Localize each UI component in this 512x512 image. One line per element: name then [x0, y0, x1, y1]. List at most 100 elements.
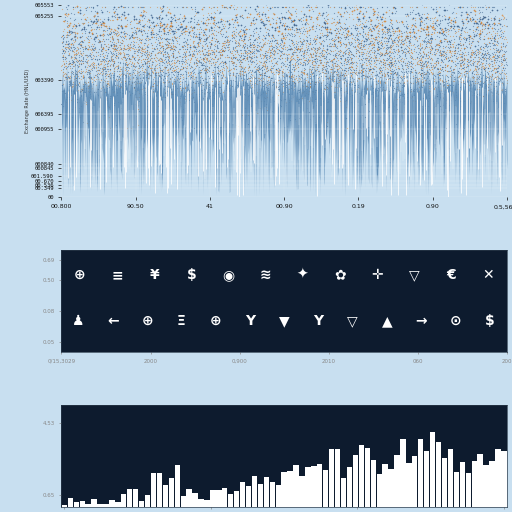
Point	[300, 70, 308, 78]
Point	[443, 84, 451, 92]
Point	[356, 17, 365, 25]
Point	[147, 24, 155, 32]
Point	[132, 38, 140, 46]
Point	[484, 15, 492, 23]
Point	[114, 3, 122, 11]
Point	[210, 60, 218, 69]
Point	[342, 82, 350, 91]
Point	[449, 8, 457, 16]
Point	[490, 53, 498, 61]
Point	[346, 63, 354, 72]
Point	[219, 72, 227, 80]
Point	[297, 55, 306, 63]
Point	[291, 82, 300, 90]
Point	[470, 53, 478, 61]
Point	[494, 52, 502, 60]
Point	[359, 58, 368, 66]
Point	[467, 34, 476, 42]
Point	[217, 46, 225, 54]
Point	[502, 35, 510, 44]
Point	[356, 59, 364, 68]
Point	[358, 10, 367, 18]
Point	[481, 67, 489, 75]
Point	[164, 28, 172, 36]
Point	[424, 35, 432, 43]
Point	[292, 24, 301, 32]
Point	[125, 76, 134, 84]
Point	[116, 58, 124, 66]
Point	[77, 68, 86, 76]
Point	[307, 45, 315, 53]
Point	[293, 76, 301, 84]
Point	[280, 22, 288, 30]
Point	[402, 61, 410, 70]
Point	[436, 75, 444, 83]
Point	[113, 65, 121, 73]
Point	[288, 17, 296, 25]
Point	[186, 55, 195, 63]
Point	[79, 49, 87, 57]
Bar	[394, 455, 400, 507]
Point	[292, 63, 300, 72]
Point	[184, 124, 193, 132]
Point	[101, 67, 109, 75]
Point	[355, 52, 364, 60]
Point	[125, 70, 133, 78]
Point	[75, 58, 83, 67]
Point	[127, 30, 136, 38]
Point	[234, 69, 243, 77]
Point	[255, 91, 264, 99]
Point	[311, 88, 319, 96]
Point	[320, 52, 328, 60]
Point	[369, 11, 377, 19]
Point	[109, 57, 117, 65]
Point	[198, 46, 206, 54]
Point	[130, 47, 138, 55]
Point	[156, 21, 164, 29]
Point	[259, 51, 267, 59]
Point	[76, 56, 84, 64]
Point	[304, 42, 312, 50]
Point	[141, 44, 149, 52]
Point	[261, 68, 269, 76]
Bar	[270, 482, 275, 507]
Point	[104, 59, 112, 68]
Point	[502, 47, 510, 55]
Point	[162, 63, 170, 71]
Point	[456, 69, 464, 77]
Point	[450, 101, 458, 109]
Point	[367, 41, 375, 49]
Point	[269, 9, 278, 17]
Point	[190, 75, 199, 83]
Point	[257, 51, 265, 59]
Point	[90, 63, 98, 71]
Point	[317, 26, 325, 34]
Point	[404, 28, 413, 36]
Point	[396, 87, 404, 95]
Point	[456, 32, 464, 40]
Point	[130, 83, 138, 91]
Point	[193, 50, 201, 58]
Point	[261, 49, 269, 57]
Point	[196, 47, 204, 55]
Point	[469, 59, 477, 68]
Point	[358, 67, 367, 75]
Point	[342, 60, 350, 68]
Point	[340, 39, 348, 48]
Point	[200, 60, 208, 69]
Point	[122, 60, 131, 69]
Point	[346, 63, 354, 72]
Point	[473, 57, 481, 66]
Point	[457, 50, 465, 58]
Point	[126, 33, 134, 41]
Point	[472, 67, 480, 75]
Point	[158, 20, 166, 29]
Point	[228, 59, 237, 68]
Point	[490, 56, 499, 64]
Point	[65, 26, 73, 34]
Point	[141, 78, 149, 87]
Point	[422, 51, 431, 59]
Point	[122, 65, 131, 73]
Point	[332, 29, 340, 37]
Point	[199, 18, 207, 26]
